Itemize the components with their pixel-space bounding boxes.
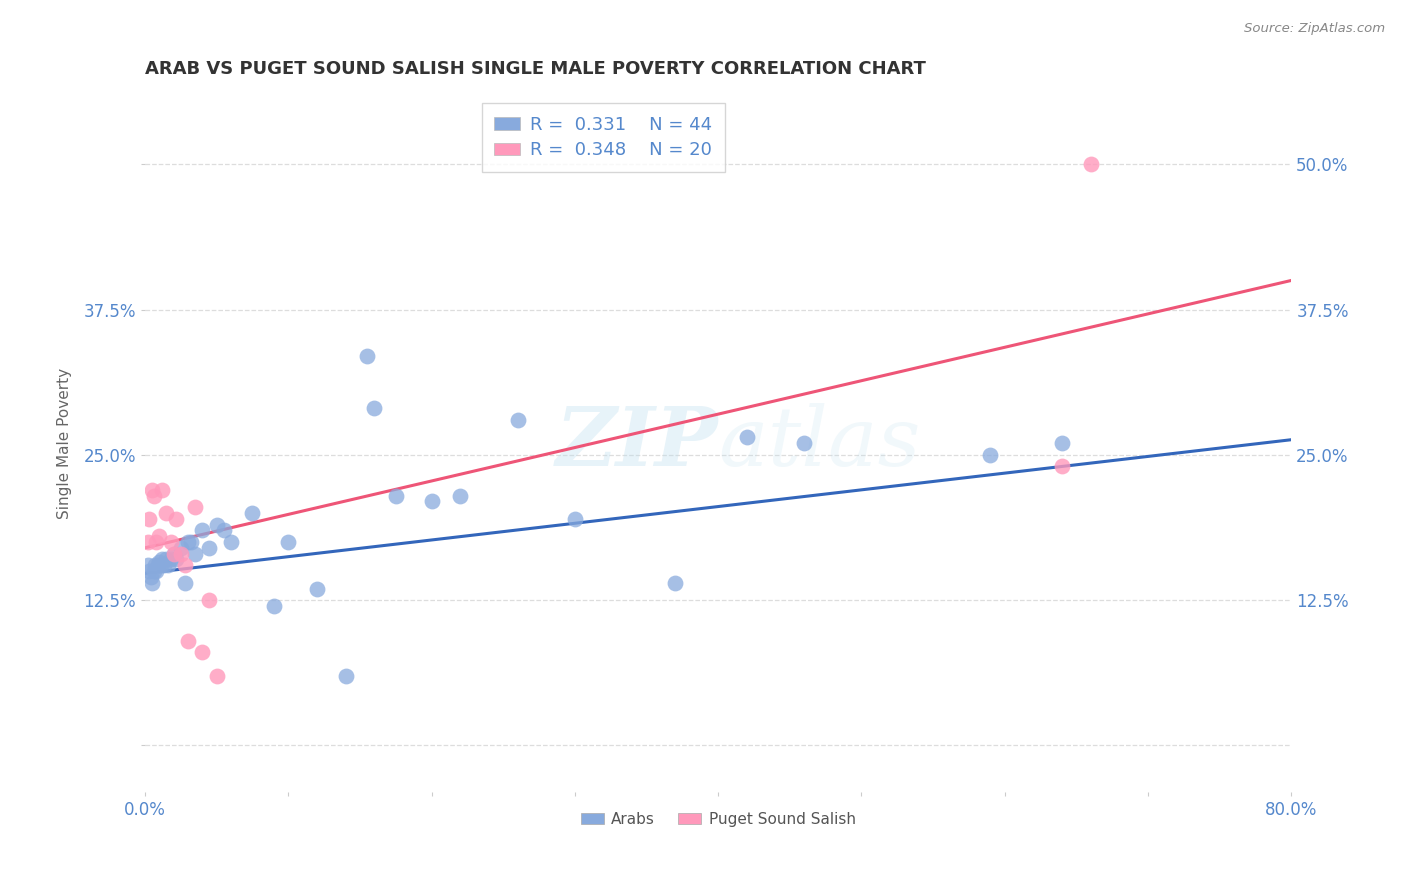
Point: [145, 564, 167, 578]
Point: [159, 552, 181, 566]
Point: [150, 483, 173, 497]
Point: [1050, 436, 1073, 450]
Point: [664, 575, 686, 590]
Point: [1050, 459, 1073, 474]
Text: ZIP: ZIP: [555, 403, 718, 483]
Point: [152, 558, 174, 573]
Point: [174, 558, 197, 573]
Point: [149, 558, 172, 573]
Text: Source: ZipAtlas.com: Source: ZipAtlas.com: [1244, 22, 1385, 36]
Point: [263, 599, 285, 613]
Point: [277, 535, 299, 549]
Point: [205, 669, 228, 683]
Point: [335, 669, 357, 683]
Y-axis label: Single Male Poverty: Single Male Poverty: [58, 368, 72, 519]
Text: atlas: atlas: [718, 403, 921, 483]
Point: [148, 555, 170, 569]
Point: [979, 448, 1001, 462]
Point: [793, 436, 815, 450]
Point: [212, 524, 235, 538]
Point: [170, 547, 193, 561]
Point: [141, 575, 163, 590]
Point: [219, 535, 242, 549]
Point: [420, 494, 443, 508]
Point: [155, 552, 177, 566]
Point: [564, 512, 586, 526]
Point: [184, 500, 207, 515]
Point: [146, 558, 169, 573]
Point: [449, 489, 471, 503]
Point: [198, 593, 221, 607]
Legend: Arabs, Puget Sound Salish: Arabs, Puget Sound Salish: [575, 806, 862, 833]
Point: [150, 552, 173, 566]
Point: [143, 558, 166, 573]
Point: [166, 512, 188, 526]
Point: [145, 535, 167, 549]
Point: [142, 564, 165, 578]
Point: [138, 512, 160, 526]
Point: [136, 535, 159, 549]
Point: [155, 506, 177, 520]
Point: [180, 535, 202, 549]
Point: [242, 506, 264, 520]
Point: [184, 547, 207, 561]
Point: [141, 483, 163, 497]
Point: [156, 558, 179, 573]
Point: [191, 645, 214, 659]
Point: [363, 401, 385, 416]
Point: [356, 349, 378, 363]
Point: [191, 524, 214, 538]
Point: [174, 575, 197, 590]
Point: [138, 564, 160, 578]
Point: [205, 517, 228, 532]
Point: [177, 633, 200, 648]
Point: [384, 489, 406, 503]
Point: [305, 582, 328, 596]
Point: [170, 541, 193, 555]
Point: [159, 535, 181, 549]
Point: [142, 489, 165, 503]
Point: [162, 547, 184, 561]
Point: [735, 430, 758, 444]
Point: [139, 570, 162, 584]
Point: [1080, 157, 1102, 171]
Point: [166, 552, 188, 566]
Point: [177, 535, 200, 549]
Point: [162, 547, 184, 561]
Point: [136, 558, 159, 573]
Point: [148, 529, 170, 543]
Text: ARAB VS PUGET SOUND SALISH SINGLE MALE POVERTY CORRELATION CHART: ARAB VS PUGET SOUND SALISH SINGLE MALE P…: [145, 60, 925, 78]
Point: [198, 541, 221, 555]
Point: [506, 413, 529, 427]
